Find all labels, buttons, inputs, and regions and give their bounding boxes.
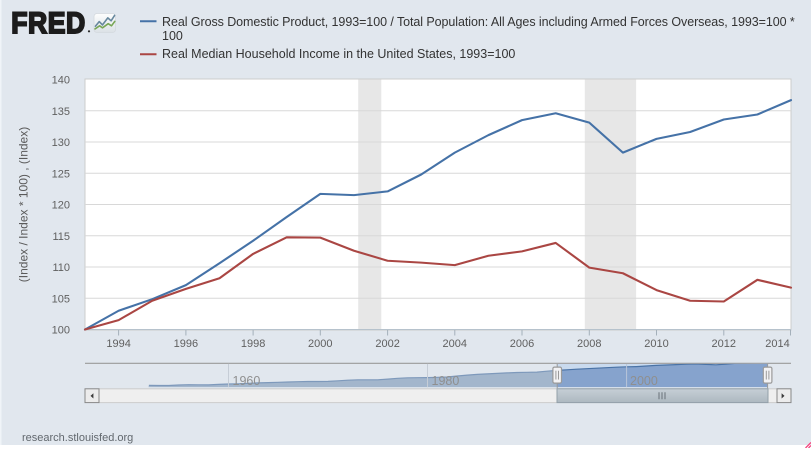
svg-text:2006: 2006 [510, 338, 534, 350]
svg-text:115: 115 [52, 231, 70, 243]
svg-text:2014: 2014 [765, 338, 789, 350]
svg-text:FRED: FRED [11, 7, 85, 40]
svg-text:110: 110 [52, 262, 70, 274]
svg-text:(Index / Index * 100) , (Index: (Index / Index * 100) , (Index) [17, 127, 31, 282]
svg-text:130: 130 [52, 137, 70, 149]
svg-text:2010: 2010 [644, 338, 668, 350]
svg-text:2000: 2000 [630, 374, 658, 388]
svg-text:2000: 2000 [308, 338, 332, 350]
svg-text:Real Median Household Income i: Real Median Household Income in the Unit… [162, 47, 515, 61]
svg-text:140: 140 [52, 75, 70, 87]
svg-text:125: 125 [52, 168, 70, 180]
svg-text:1960: 1960 [233, 374, 261, 388]
svg-text:100: 100 [162, 29, 183, 43]
svg-text:120: 120 [52, 200, 70, 212]
svg-text:1996: 1996 [174, 338, 198, 350]
svg-text:2004: 2004 [443, 338, 467, 350]
svg-text:Real Gross Domestic Product, 1: Real Gross Domestic Product, 1993=100 / … [162, 15, 795, 29]
svg-text:100: 100 [52, 325, 70, 337]
svg-text:2002: 2002 [375, 338, 399, 350]
svg-text:research.stlouisfed.org: research.stlouisfed.org [22, 432, 133, 444]
svg-text:2012: 2012 [712, 338, 736, 350]
svg-text:135: 135 [52, 106, 70, 118]
svg-text:1980: 1980 [432, 374, 460, 388]
svg-text:2008: 2008 [577, 338, 601, 350]
svg-text:1994: 1994 [106, 338, 130, 350]
svg-text:1998: 1998 [241, 338, 265, 350]
svg-text:105: 105 [52, 293, 70, 305]
